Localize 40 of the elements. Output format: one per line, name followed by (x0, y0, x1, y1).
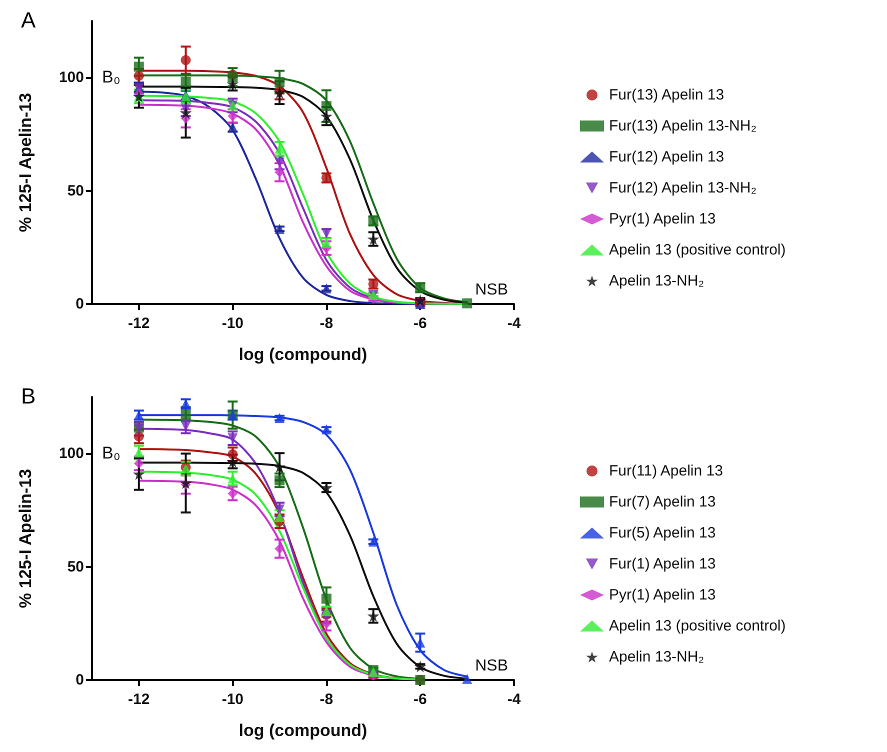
y-tick-label: 50 (67, 182, 84, 200)
x-tick-label: -8 (320, 315, 334, 332)
y-tick-label: 0 (76, 672, 84, 688)
y-axis-title: % 125-I Apelin-13 (16, 468, 35, 608)
annotation: NSB (475, 658, 508, 674)
legend-label: Apelin 13-NH₂ (609, 272, 704, 290)
x-tick-label: -6 (414, 315, 427, 332)
annotation: NSB (475, 282, 508, 298)
x-tick-label: -12 (128, 315, 150, 332)
y-tick-label: 50 (67, 558, 84, 576)
legend-label: Fur(13) Apelin 13-NH₂ (609, 118, 757, 134)
y-axis-title: % 125-I Apelin-13 (16, 92, 35, 232)
legend-label: Pyr(1) Apelin 13 (609, 210, 716, 228)
legend-label: Fur(12) Apelin 13 (609, 148, 724, 166)
x-axis-title: log (compound) (238, 721, 368, 740)
x-tick-label: -10 (222, 315, 244, 332)
y-tick-label: 100 (58, 445, 84, 462)
chart-title: B (21, 384, 36, 408)
legend-label: Apelin 13-NH₂ (609, 648, 704, 666)
legend-label: Fur(11) Apelin 13 (609, 462, 723, 480)
legend-label: Fur(5) Apelin 13 (609, 524, 716, 542)
legend-label: Pyr(1) Apelin 13 (609, 586, 716, 604)
legend-label: Fur(1) Apelin 13 (609, 556, 716, 572)
x-tick-label: -10 (222, 691, 244, 708)
chart-title: A (21, 8, 36, 32)
y-tick-label: 0 (76, 296, 84, 312)
annotation: B₀ (102, 444, 120, 462)
x-tick-label: -12 (128, 691, 150, 708)
x-tick-label: -8 (320, 691, 334, 708)
x-axis-title: log (compound) (238, 345, 368, 364)
y-tick-label: 100 (58, 69, 84, 86)
x-tick-label: -4 (507, 315, 522, 332)
legend-label: Apelin 13 (positive control) (609, 242, 786, 258)
annotation: B₀ (102, 68, 120, 86)
legend-label: Fur(12) Apelin 13-NH₂ (609, 180, 757, 196)
legend-label: Fur(13) Apelin 13 (609, 86, 724, 104)
x-tick-label: -6 (414, 691, 427, 708)
x-tick-label: -4 (507, 691, 522, 708)
legend-label: Fur(7) Apelin 13 (609, 494, 716, 510)
legend-label: Apelin 13 (positive control) (609, 618, 786, 634)
